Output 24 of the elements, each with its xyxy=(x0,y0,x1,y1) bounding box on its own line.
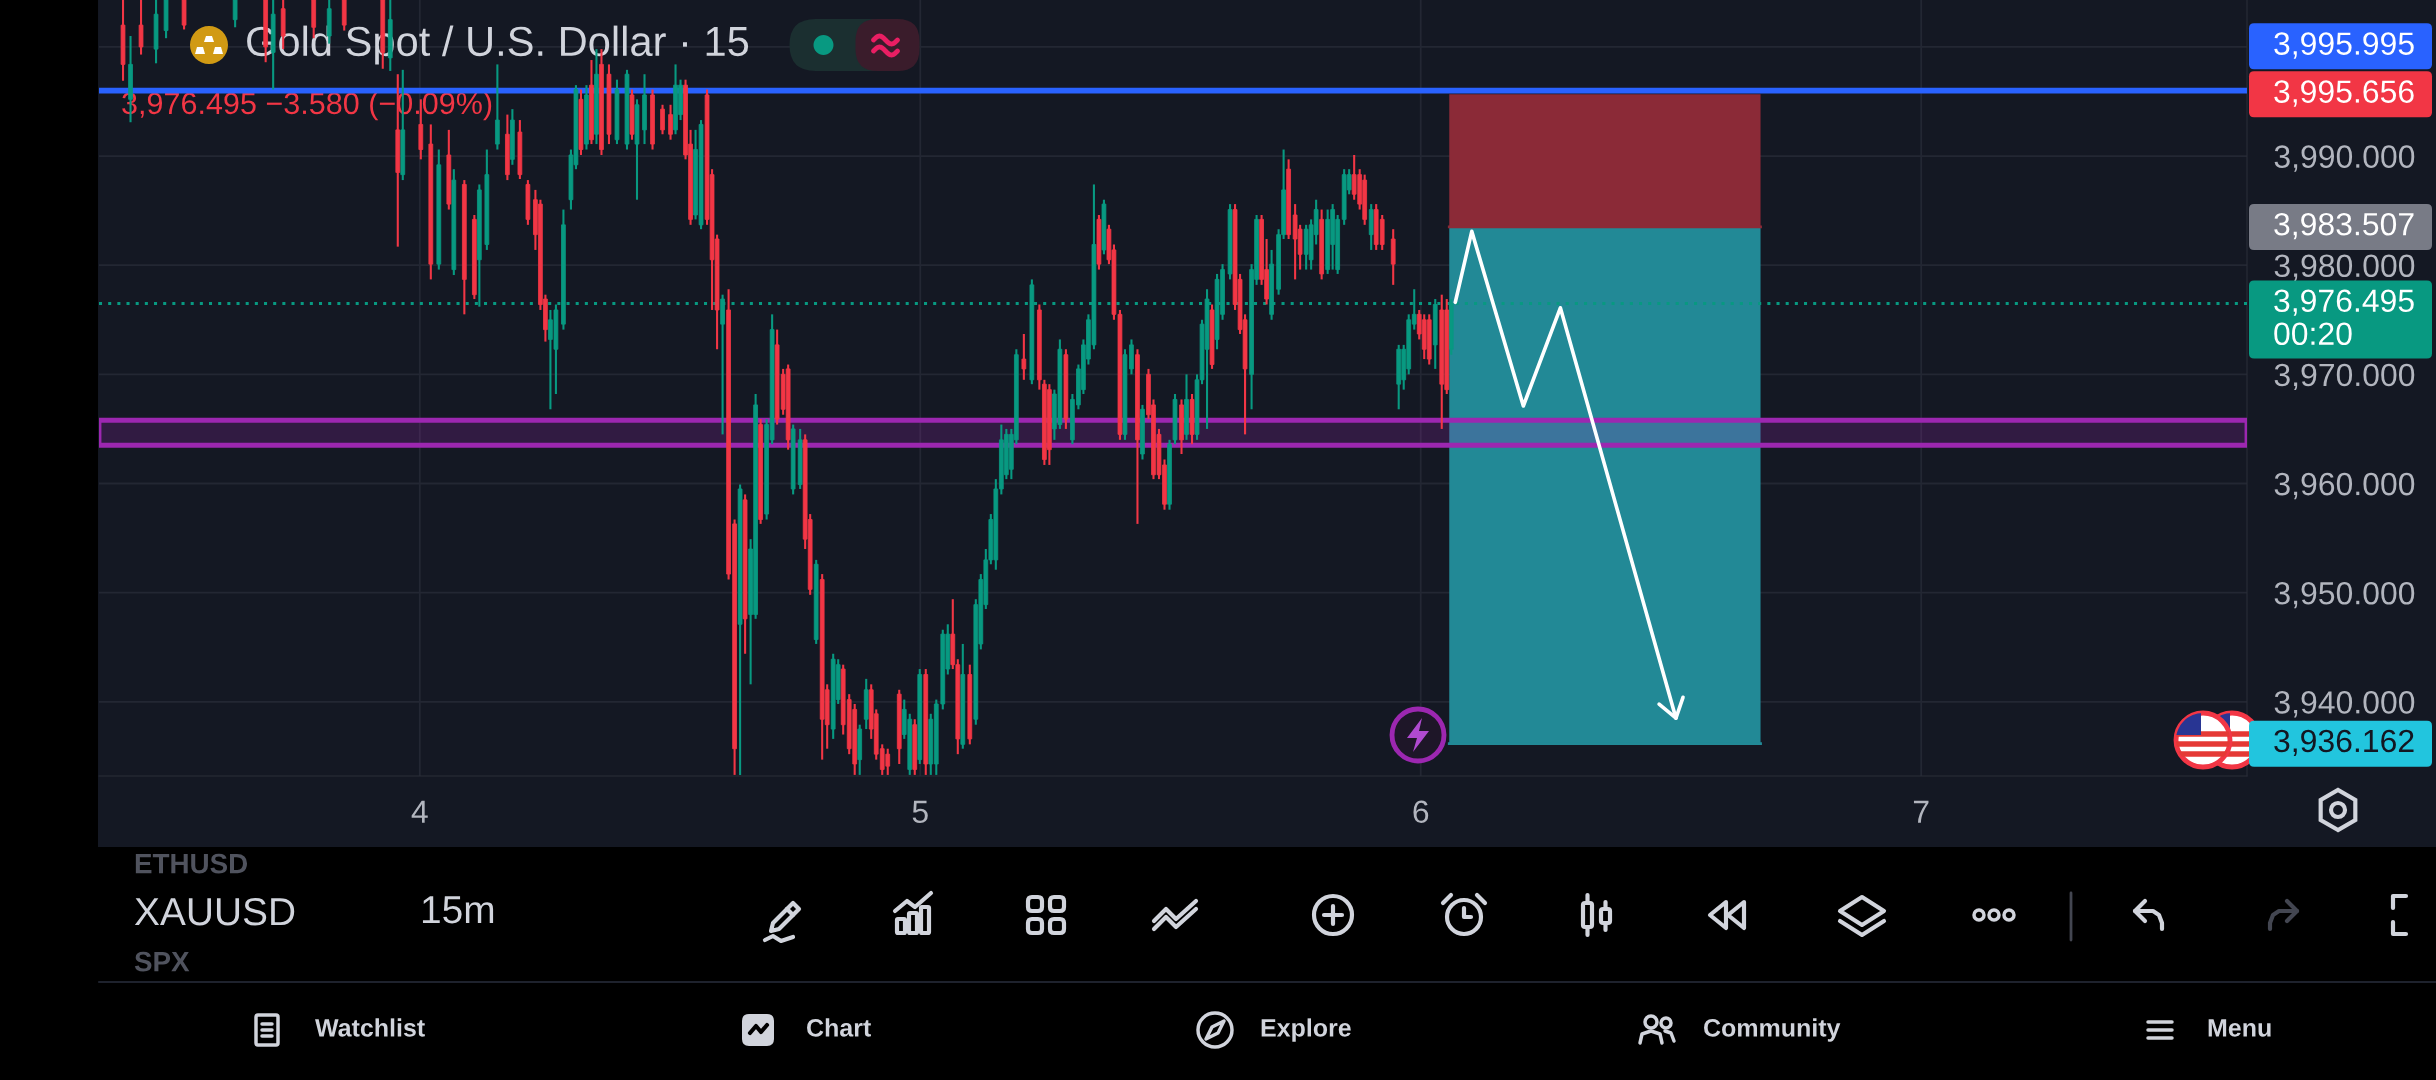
text: XAUUSD xyxy=(134,897,295,926)
text: Explore xyxy=(1261,1018,1351,1042)
text: Community xyxy=(1704,1018,1841,1042)
x-tick-label: 4 xyxy=(411,800,428,823)
y-tick-label: 3,980.000 xyxy=(2274,254,2415,281)
ref-line-label: 3,976.495 00:20 xyxy=(2274,289,2414,346)
text: 3,995.656 xyxy=(2274,80,2414,107)
text: ETHUSD xyxy=(135,853,248,874)
x-tick-label: 6 xyxy=(1413,800,1429,824)
y-tick-label: 3,970.000 xyxy=(2274,363,2415,391)
text: Menu xyxy=(2208,1019,2271,1037)
text: 3,936.162 xyxy=(2274,729,2414,757)
y-tick-label: 3,940.000 xyxy=(2274,691,2415,718)
y-tick-label: 3,950.000 xyxy=(2274,581,2415,609)
x-tick-label: 7 xyxy=(1913,800,1929,823)
text: SPX xyxy=(134,951,190,972)
text: 15m xyxy=(422,896,494,924)
y-tick-label: 3,990.000 xyxy=(2274,145,2415,172)
text: Watchlist xyxy=(315,1018,425,1037)
text: 3,983.507 xyxy=(2274,212,2414,240)
text: Chart xyxy=(807,1018,871,1037)
ref-line-label: 3,995.995 xyxy=(2274,32,2414,59)
y-tick-label: 3,960.000 xyxy=(2274,472,2415,500)
x-tick-label: 5 xyxy=(912,800,928,824)
